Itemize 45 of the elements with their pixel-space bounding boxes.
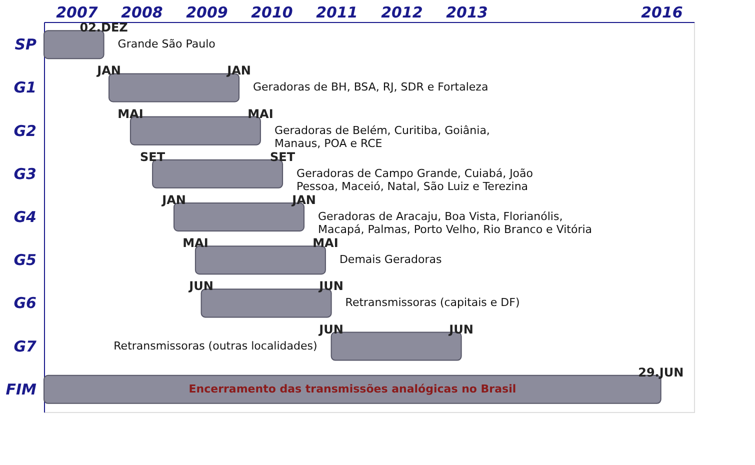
annotation: Retransmissoras (outras localidades) — [114, 339, 318, 352]
y-tick-label: G6 — [14, 294, 36, 312]
y-tick-label: SP — [14, 36, 37, 54]
annotation: Grande São Paulo — [118, 38, 216, 51]
annotation: MAI — [248, 106, 274, 121]
x-tick-label: 2009 — [186, 4, 228, 22]
annotation: JAN — [161, 193, 186, 207]
annotation: MAI — [182, 236, 208, 250]
annotation: JAN — [226, 64, 251, 78]
y-tick-label: G7 — [14, 337, 38, 356]
x-tick-label: 2012 — [381, 4, 423, 22]
bar — [130, 116, 261, 146]
annotation: Geradoras de Belém, Curitiba, Goiânia, Manaus, POA e RCE — [274, 124, 490, 150]
y-tick-label: G1 — [14, 78, 36, 97]
annotation: SET — [270, 150, 296, 164]
annotation: JAN — [96, 64, 121, 78]
annotation: 29.JUN — [638, 365, 684, 380]
y-tick-label: G5 — [14, 251, 36, 270]
annotation: Geradoras de Aracaju, Boa Vista, Florianólis, Macapá, Palmas, Porto Velho, Rio Branco e Vitória — [318, 210, 592, 236]
y-tick-label: G2 — [14, 122, 36, 140]
x-tick-label: 2016 — [641, 4, 683, 22]
bar — [194, 246, 326, 275]
x-tick-label: 2008 — [121, 4, 163, 22]
annotation: Encerramento das transmissões analógicas no Brasil — [188, 382, 516, 396]
annotation: 02.DEZ — [80, 20, 128, 35]
annotation: JAN — [291, 193, 316, 207]
annotation: Geradoras de BH, BSA, RJ, SDR e Fortaleza — [253, 80, 488, 94]
annotation: MAI — [312, 236, 338, 250]
annotation: Geradoras de Campo Grande, Cuiabá, João Pessoa, Maceió, Natal, São Luiz e Terezina — [296, 166, 534, 193]
annotation: SET — [140, 150, 166, 164]
x-tick-label: 2011 — [316, 4, 358, 22]
x-tick-label: 2007 — [56, 4, 98, 22]
annotation: Retransmissoras (capitais e DF) — [345, 296, 520, 310]
x-tick-label: 2010 — [251, 4, 293, 22]
annotation: JUN — [318, 322, 344, 336]
annotation: MAI — [118, 106, 144, 121]
y-tick-label: G4 — [14, 208, 36, 226]
annotation: Demais Geradoras — [339, 253, 442, 266]
y-tick-label: FIM — [6, 380, 37, 398]
annotation: JUN — [448, 322, 474, 336]
y-tick-label: G3 — [14, 164, 36, 183]
annotation: JUN — [318, 279, 344, 294]
x-tick-label: 2013 — [446, 4, 488, 22]
bar — [44, 30, 104, 60]
annotation: JUN — [188, 279, 214, 294]
